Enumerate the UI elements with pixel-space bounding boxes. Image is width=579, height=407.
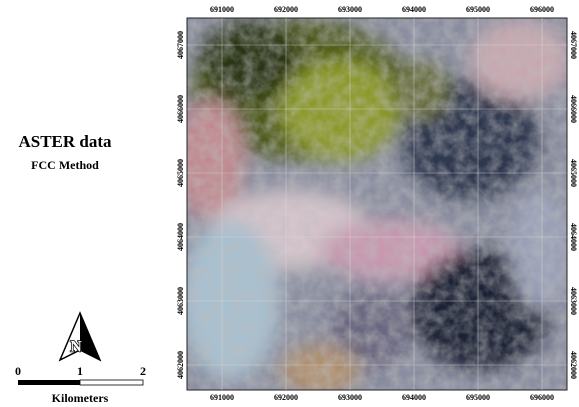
scale-unit: Kilometers [52,391,109,405]
x-coord-label: 692000 [274,393,298,402]
satellite-image [175,18,570,395]
x-coord-label: 693000 [338,5,362,14]
scale-bar: Kilometers [18,380,143,405]
x-coord-label: 691000 [210,393,234,402]
y-coord-label: 4066000 [569,95,578,123]
north-arrow: N [60,313,100,360]
y-coord-label: 4064000 [569,223,578,251]
x-coord-label: 695000 [466,5,490,14]
y-coord-label: 4063000 [569,287,578,315]
y-coord-label: 4067000 [569,31,578,59]
y-coord-label: 4067000 [176,31,185,59]
x-coord-label: 691000 [210,5,234,14]
x-coord-label: 695000 [466,393,490,402]
scale-label: 1 [77,364,83,378]
x-coord-label: 692000 [274,5,298,14]
y-coord-label: 4063000 [176,287,185,315]
map-subtitle: FCC Method [31,158,99,172]
y-coord-label: 4065000 [569,159,578,187]
x-coord-label: 694000 [402,5,426,14]
x-coord-label: 693000 [338,393,362,402]
map-figure: ASTER data FCC Method N Kilom [0,0,579,407]
scale-label: 0 [15,364,21,378]
y-coord-label: 4064000 [176,223,185,251]
x-coord-label: 696000 [530,393,554,402]
x-coord-label: 696000 [530,5,554,14]
map-title: ASTER data [18,132,112,151]
y-coord-label: 4062000 [176,351,185,379]
x-coord-label: 694000 [402,393,426,402]
y-coord-label: 4065000 [176,159,185,187]
y-coord-label: 4066000 [176,95,185,123]
y-coord-label: 4062000 [569,351,578,379]
scale-label: 2 [140,364,146,378]
north-label: N [70,339,82,356]
